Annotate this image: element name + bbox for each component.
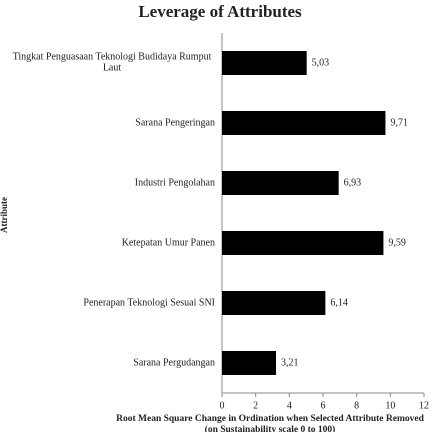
- x-axis-label-line: (on Sustainability scale 0 to 100): [205, 424, 336, 432]
- x-axis-label-line: Root Mean Square Change in Ordination wh…: [116, 414, 424, 424]
- x-tick-label: 6: [321, 400, 326, 411]
- y-tick-label: Sarana Pergudangan: [133, 357, 215, 368]
- y-tick-label-line: Laut: [103, 63, 122, 74]
- value-label: 5,03: [312, 57, 330, 68]
- bar: [222, 171, 339, 195]
- value-label: 3,21: [281, 357, 299, 368]
- x-tick-label: 12: [419, 400, 429, 411]
- bar: [222, 291, 326, 315]
- value-label: 6,93: [344, 177, 362, 188]
- y-tick-label: Industri Pengolahan: [135, 177, 215, 188]
- y-tick-label: Tingkat Penguasaan Teknologi Budidaya Ru…: [13, 52, 212, 74]
- bar: [222, 351, 277, 375]
- bar: [222, 51, 307, 75]
- chart-title: Leverage of Attributes: [138, 2, 302, 21]
- value-label: 9,71: [390, 117, 408, 128]
- bar: [222, 231, 384, 255]
- x-tick-label: 10: [385, 400, 395, 411]
- x-tick-label: 0: [220, 400, 225, 411]
- y-tick-label-line: Tingkat Penguasaan Teknologi Budidaya Ru…: [13, 52, 212, 63]
- x-tick-label: 4: [287, 400, 292, 411]
- y-tick-label: Sarana Pengeringan: [135, 117, 215, 128]
- x-tick-label: 8: [354, 400, 359, 411]
- value-label: 9,59: [388, 237, 406, 248]
- x-axis-label: Root Mean Square Change in Ordination wh…: [116, 414, 424, 432]
- bar: [222, 111, 386, 135]
- y-tick-label: Penerapan Teknologi Sesuai SNI: [83, 297, 215, 308]
- value-label: 6,14: [330, 297, 348, 308]
- y-tick-label: Ketepatan Umur Panen: [122, 237, 215, 248]
- y-axis-label: Attribute: [0, 197, 9, 233]
- x-tick-label: 2: [253, 400, 258, 411]
